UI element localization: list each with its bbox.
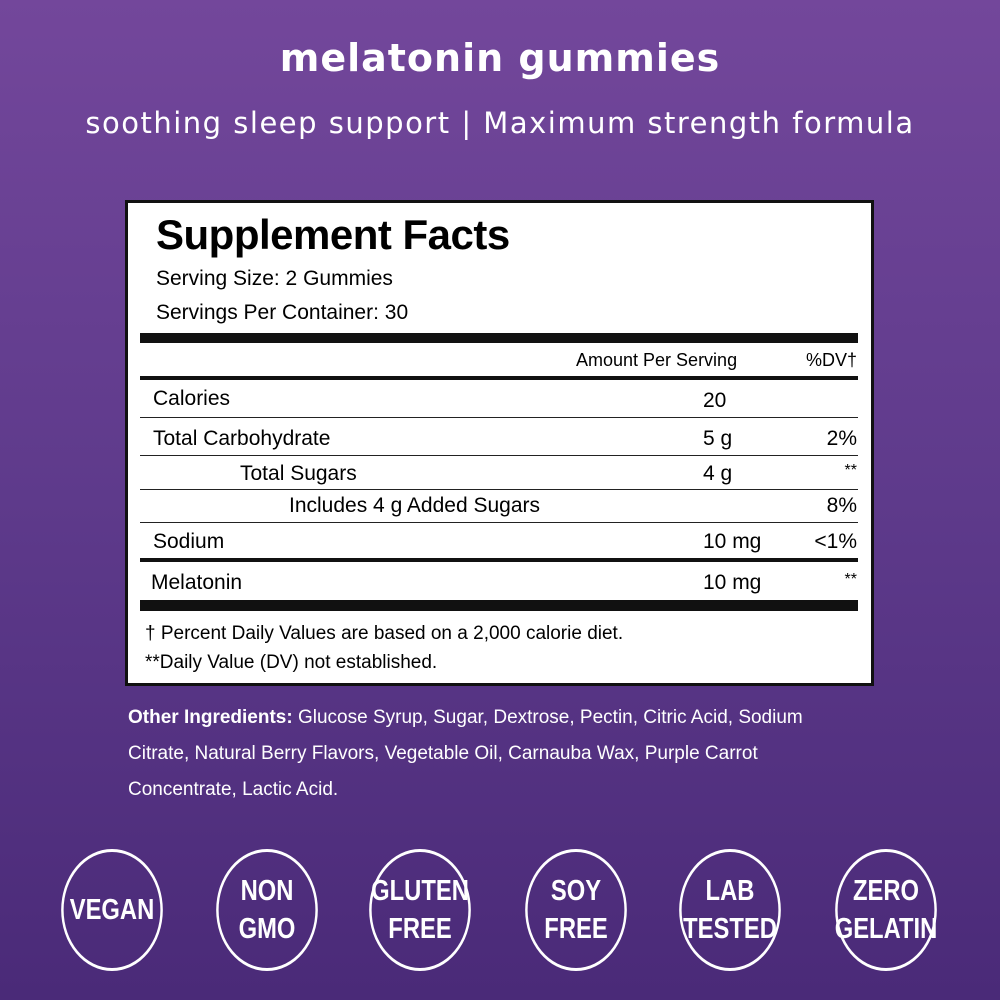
serving-size: Serving Size: 2 Gummies bbox=[156, 267, 393, 290]
product-title: melatonin gummies bbox=[279, 36, 721, 80]
ingredients-text: Glucose Syrup, Sugar, Dextrose, Pectin, … bbox=[128, 707, 803, 800]
other-ingredients: Other Ingredients: Glucose Syrup, Sugar,… bbox=[128, 700, 868, 808]
badge-line: SOY bbox=[550, 875, 602, 907]
badge-line: FREE bbox=[544, 913, 608, 945]
row-calories-amount: 20 bbox=[703, 389, 727, 412]
row-added-sugars-dv: 8% bbox=[826, 494, 857, 517]
divider bbox=[140, 455, 858, 456]
row-sugars-amount: 4 g bbox=[703, 462, 733, 485]
col-dv-header: %DV† bbox=[805, 350, 857, 370]
badge-line: FREE bbox=[388, 913, 452, 945]
supplement-facts-panel: Supplement Facts Serving Size: 2 Gummies… bbox=[125, 200, 874, 686]
badge-zero-gelatin: ZERO GELATIN bbox=[835, 849, 937, 971]
divider-medium bbox=[140, 376, 858, 380]
footnote-dv: † Percent Daily Values are based on a 2,… bbox=[145, 623, 624, 644]
badge-vegan: VEGAN bbox=[61, 849, 163, 971]
footnote-not-established: **Daily Value (DV) not established. bbox=[145, 652, 438, 673]
badge-line: GLUTEN bbox=[371, 875, 469, 907]
row-added-sugars-name: Includes 4 g Added Sugars bbox=[289, 494, 541, 517]
col-amount-header: Amount Per Serving bbox=[576, 350, 738, 370]
row-melatonin-name: Melatonin bbox=[151, 571, 243, 594]
badge-gluten-free: GLUTEN FREE bbox=[369, 849, 471, 971]
badge-line: NON bbox=[240, 875, 294, 907]
badge-line: GELATIN bbox=[834, 913, 938, 945]
badge-lab-tested: LAB TESTED bbox=[679, 849, 781, 971]
row-carb-amount: 5 g bbox=[703, 427, 733, 450]
divider bbox=[140, 489, 858, 490]
row-sodium-name: Sodium bbox=[153, 530, 225, 553]
divider bbox=[140, 417, 858, 418]
badge-line: TESTED bbox=[683, 913, 777, 945]
row-calories-name: Calories bbox=[153, 387, 231, 410]
divider-thick bbox=[140, 333, 858, 343]
servings-per-container: Servings Per Container: 30 bbox=[156, 301, 409, 324]
badge-line: GMO bbox=[238, 913, 296, 945]
divider bbox=[140, 522, 858, 523]
row-sodium-amount: 10 mg bbox=[703, 530, 762, 553]
row-sodium-dv: <1% bbox=[814, 530, 857, 553]
ingredients-label: Other Ingredients: bbox=[128, 707, 293, 728]
badge-line: ZERO bbox=[852, 875, 920, 907]
row-sugars-name: Total Sugars bbox=[240, 462, 357, 485]
row-carb-dv: 2% bbox=[826, 427, 857, 450]
row-sugars-dv: ** bbox=[844, 462, 857, 479]
divider-thick bbox=[140, 600, 858, 611]
row-melatonin-dv: ** bbox=[844, 571, 857, 588]
divider-medium bbox=[140, 558, 858, 562]
badge-line: LAB bbox=[705, 875, 755, 907]
badge-non-gmo: NON GMO bbox=[216, 849, 318, 971]
badge-soy-free: SOY FREE bbox=[525, 849, 627, 971]
row-melatonin-amount: 10 mg bbox=[703, 571, 762, 594]
facts-heading: Supplement Facts bbox=[156, 211, 510, 258]
product-subtitle: soothing sleep support | Maximum strengt… bbox=[85, 106, 915, 140]
row-carb-name: Total Carbohydrate bbox=[153, 427, 331, 450]
badge-line: VEGAN bbox=[69, 894, 155, 926]
